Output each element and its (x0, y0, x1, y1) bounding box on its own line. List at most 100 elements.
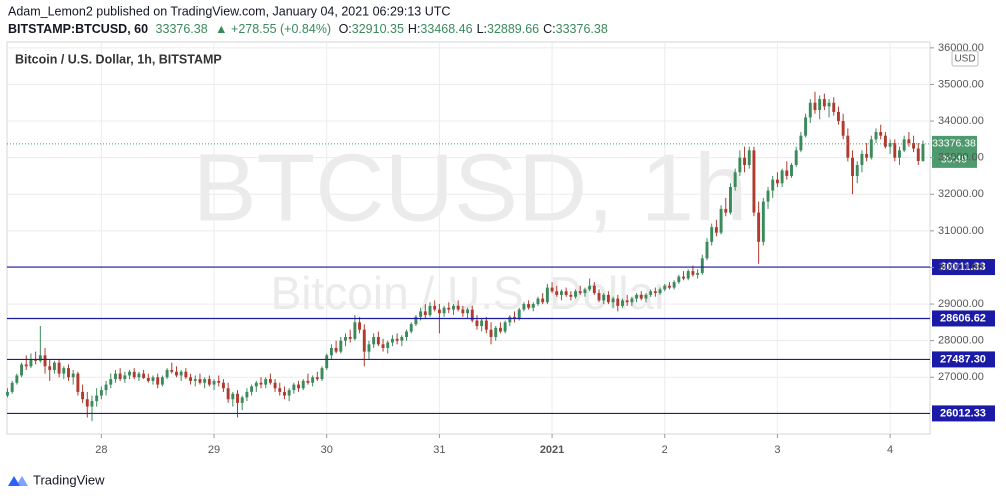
candle-body (888, 143, 892, 147)
candle-body (832, 102, 836, 112)
candle-body (724, 208, 728, 213)
candle-body (118, 373, 122, 380)
candle-body (710, 227, 714, 242)
candle-body (827, 102, 831, 107)
candle-body (663, 285, 667, 290)
candle-body (240, 397, 244, 403)
candle-body (484, 320, 488, 330)
candle-body (635, 294, 639, 299)
candle-body (156, 377, 160, 385)
candle-body (329, 347, 333, 356)
logo-icon (16, 476, 28, 486)
x-tick-label: 2 (662, 444, 668, 456)
candle-body (705, 241, 709, 259)
change: ▲ +278.55 (+0.84%) (215, 22, 331, 36)
candle-body (846, 135, 850, 158)
candle-body (146, 378, 150, 381)
candle-body (883, 135, 887, 147)
ohlc-key: L: (477, 22, 487, 36)
candle-body (62, 368, 66, 374)
ohlc-value: 33376.38 (556, 22, 608, 36)
candle-body (578, 291, 582, 294)
candle-body (517, 309, 521, 319)
candle-body (686, 271, 690, 279)
ohlc-key: O: (339, 22, 352, 36)
candle-body (400, 337, 404, 341)
candle-body (583, 289, 587, 294)
countdown: 30:49 (941, 154, 967, 166)
candle-body (386, 342, 390, 348)
candle-body (452, 305, 455, 310)
candle-body (522, 304, 526, 310)
x-tick-label: 30 (321, 444, 333, 456)
candle-body (555, 291, 559, 295)
candle-body (508, 316, 512, 323)
candle-body (541, 298, 545, 303)
candle-body (24, 364, 28, 367)
y-tick-label: 27000.00 (938, 371, 984, 383)
ohlc-value: 33468.46 (420, 22, 472, 36)
candle-body (95, 395, 99, 402)
footer-logo: TradingView (8, 472, 105, 487)
candle-body (536, 298, 540, 305)
y-tick-label: 33000.00 (938, 152, 984, 164)
level-label-box (932, 405, 995, 422)
candle-body (916, 148, 920, 161)
candle-body (273, 382, 277, 389)
candle-body (85, 399, 89, 407)
candle-body (409, 324, 413, 332)
candle-body (344, 337, 347, 341)
candle-body (334, 347, 338, 352)
candle-body (48, 366, 52, 370)
candle-body (696, 272, 700, 275)
candle-body (381, 344, 385, 348)
candle-body (682, 276, 685, 279)
candle-body (743, 157, 747, 165)
ohlc-value: 32910.35 (352, 22, 404, 36)
candle-body (625, 300, 629, 303)
candle-body (76, 373, 80, 392)
candle-body (67, 368, 70, 378)
candle-body (128, 371, 131, 376)
candle-body (405, 331, 408, 338)
candle-body (395, 338, 399, 341)
candle-body (738, 157, 742, 173)
candle-body (794, 150, 798, 165)
candle-body (367, 344, 371, 352)
candle-body (179, 371, 183, 376)
candle-body (912, 143, 916, 149)
ohlc-key: H: (408, 22, 421, 36)
symbol: BITSTAMP:BTCUSD, 60 (8, 22, 148, 36)
candle-body (489, 329, 493, 338)
candle-body (808, 102, 812, 118)
candle-body (99, 390, 103, 396)
symbol-line: BITSTAMP:BTCUSD, 60 33376.38 ▲ +278.55 (… (8, 22, 608, 36)
candle-body (818, 99, 822, 111)
candle-body (423, 311, 427, 316)
last-price-label: 33376.38 (932, 138, 976, 150)
candle-body (339, 340, 343, 352)
candle-body (606, 294, 610, 303)
candle-body (653, 291, 657, 294)
y-tick-label: 30000.00 (938, 261, 984, 273)
candle-body (752, 150, 756, 213)
candle-body (287, 390, 291, 396)
candle-body (376, 337, 380, 345)
y-tick-label: 34000.00 (938, 115, 984, 127)
candle-body (513, 316, 516, 319)
candle-body (142, 373, 146, 378)
candle-body (841, 121, 845, 136)
candle-body (456, 305, 460, 310)
brand: TradingView (33, 472, 105, 487)
candle-body (362, 329, 366, 352)
candle-body (874, 132, 878, 140)
candle-body (278, 388, 282, 392)
candle-body (574, 291, 577, 297)
candle-body (799, 135, 803, 151)
candle-body (207, 379, 211, 385)
published-line: Adam_Lemon2 published on TradingView.com… (8, 4, 450, 18)
ohlc-value: 32889.66 (487, 22, 539, 36)
level-label: 30011.33 (940, 261, 985, 273)
candle-body (165, 369, 169, 378)
candle-body (714, 227, 718, 233)
